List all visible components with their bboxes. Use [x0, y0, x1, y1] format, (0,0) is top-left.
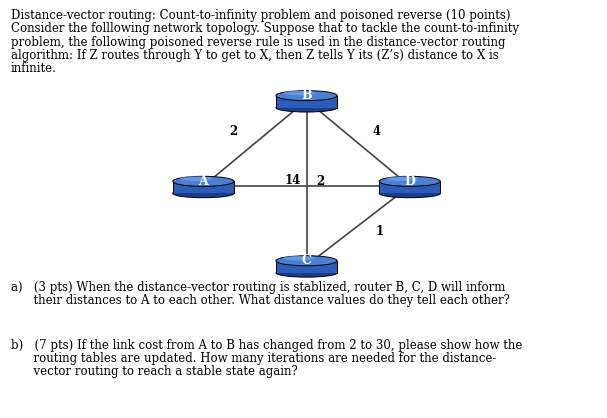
Text: vector routing to reach a stable state again?: vector routing to reach a stable state a…	[11, 365, 297, 378]
Text: C: C	[302, 254, 311, 267]
Ellipse shape	[379, 176, 440, 186]
Ellipse shape	[173, 176, 234, 186]
Text: a)   (3 pts) When the distance-vector routing is stablized, router B, C, D will : a) (3 pts) When the distance-vector rout…	[11, 281, 505, 294]
Ellipse shape	[379, 189, 440, 198]
Text: problem, the following poisoned reverse rule is used in the distance-vector rout: problem, the following poisoned reverse …	[11, 36, 506, 48]
Ellipse shape	[276, 91, 337, 101]
Text: routing tables are updated. How many iterations are needed for the distance-: routing tables are updated. How many ite…	[11, 352, 497, 365]
Ellipse shape	[387, 176, 418, 181]
Ellipse shape	[283, 256, 315, 260]
Text: A: A	[198, 175, 208, 188]
Text: 2: 2	[316, 175, 325, 189]
Text: b)   (7 pts) If the link cost from A to B has changed from 2 to 30, please show : b) (7 pts) If the link cost from A to B …	[11, 339, 522, 352]
Text: algorithm: If Z routes through Y to get to X, then Z tells Y its (Z’s) distance : algorithm: If Z routes through Y to get …	[11, 49, 499, 62]
Text: 4: 4	[372, 125, 381, 138]
Text: 2: 2	[229, 125, 238, 138]
Text: Distance-vector routing: Count-to-infinity problem and poisoned reverse (10 poin: Distance-vector routing: Count-to-infini…	[11, 9, 510, 22]
Text: their distances to A to each other. What distance values do they tell each other: their distances to A to each other. What…	[11, 294, 510, 307]
Polygon shape	[173, 181, 234, 194]
Text: 1: 1	[375, 225, 384, 239]
Polygon shape	[379, 181, 440, 194]
Ellipse shape	[276, 268, 337, 277]
Polygon shape	[276, 96, 337, 108]
Ellipse shape	[180, 176, 212, 181]
Text: D: D	[404, 175, 415, 188]
Text: 14: 14	[285, 174, 301, 188]
Ellipse shape	[173, 189, 234, 198]
Ellipse shape	[276, 256, 337, 266]
Polygon shape	[276, 261, 337, 273]
Text: infinite.: infinite.	[11, 62, 57, 75]
Text: Consider the folllowing network topology. Suppose that to tackle the count-to-in: Consider the folllowing network topology…	[11, 22, 519, 36]
Ellipse shape	[276, 103, 337, 112]
Text: B: B	[301, 89, 312, 102]
Ellipse shape	[283, 91, 315, 95]
